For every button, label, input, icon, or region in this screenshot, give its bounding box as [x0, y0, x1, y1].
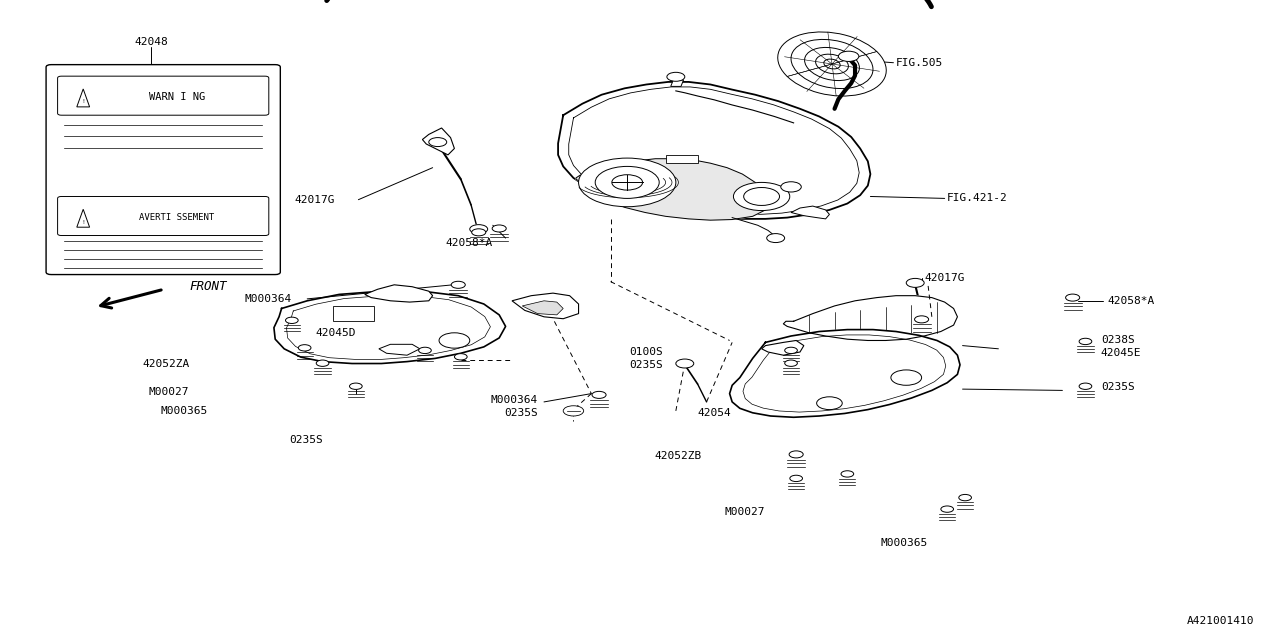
Circle shape [785, 360, 797, 366]
Text: M000364: M000364 [490, 395, 538, 405]
Text: 42048: 42048 [134, 36, 168, 47]
Circle shape [767, 234, 785, 243]
Text: M000364: M000364 [244, 294, 292, 304]
Circle shape [493, 225, 507, 232]
Text: 42052ZB: 42052ZB [654, 451, 701, 461]
Circle shape [285, 317, 298, 323]
Ellipse shape [815, 54, 849, 74]
Circle shape [744, 188, 780, 205]
Circle shape [788, 451, 804, 458]
Polygon shape [558, 82, 870, 219]
Circle shape [429, 138, 447, 147]
Text: 42017G: 42017G [294, 195, 335, 205]
Circle shape [1079, 383, 1092, 389]
Polygon shape [77, 209, 90, 227]
Text: 0235S: 0235S [504, 408, 538, 418]
Circle shape [563, 406, 584, 416]
Polygon shape [576, 159, 771, 220]
Text: M00027: M00027 [148, 387, 189, 397]
Polygon shape [379, 344, 420, 355]
Text: M000365: M000365 [160, 406, 207, 416]
Text: FIG.505: FIG.505 [896, 58, 943, 68]
FancyBboxPatch shape [58, 196, 269, 236]
Polygon shape [762, 340, 804, 355]
Text: 42052ZA: 42052ZA [142, 358, 189, 369]
Text: 42045D: 42045D [315, 328, 356, 338]
Circle shape [439, 333, 470, 348]
Text: !: ! [82, 220, 84, 225]
Circle shape [667, 72, 685, 81]
Circle shape [941, 506, 954, 512]
Text: 42054: 42054 [698, 408, 731, 418]
FancyBboxPatch shape [46, 65, 280, 275]
Circle shape [785, 348, 797, 353]
Text: M00027: M00027 [724, 507, 765, 517]
Polygon shape [365, 285, 433, 302]
Circle shape [593, 392, 607, 398]
Text: WARN I NG: WARN I NG [148, 92, 205, 102]
Ellipse shape [791, 40, 873, 88]
Circle shape [676, 359, 694, 368]
Circle shape [817, 397, 842, 410]
Circle shape [1079, 339, 1092, 344]
Polygon shape [522, 301, 563, 315]
Text: A421001410: A421001410 [1187, 616, 1254, 626]
Text: 0238S: 0238S [1101, 335, 1134, 346]
Circle shape [419, 348, 431, 353]
Circle shape [959, 495, 972, 500]
Circle shape [1065, 294, 1079, 301]
Polygon shape [333, 306, 374, 321]
Circle shape [316, 360, 329, 366]
Circle shape [454, 354, 467, 360]
Text: M000365: M000365 [881, 538, 928, 548]
Polygon shape [512, 293, 579, 319]
Text: FIG.421-2: FIG.421-2 [947, 193, 1007, 204]
Polygon shape [77, 89, 90, 107]
Ellipse shape [805, 47, 859, 81]
Text: 0235S: 0235S [1101, 382, 1134, 392]
Text: AVERTI SSEMENT: AVERTI SSEMENT [140, 213, 214, 222]
Text: 0235S: 0235S [289, 435, 323, 445]
Circle shape [472, 229, 486, 236]
Circle shape [612, 175, 643, 190]
Circle shape [906, 278, 924, 287]
Polygon shape [671, 80, 684, 86]
Circle shape [298, 345, 311, 351]
Text: 0235S: 0235S [630, 360, 663, 370]
Text: FRONT: FRONT [189, 280, 227, 292]
Circle shape [781, 182, 801, 192]
Text: 42058*A: 42058*A [445, 238, 493, 248]
Polygon shape [422, 128, 454, 155]
Circle shape [914, 316, 928, 323]
Circle shape [790, 476, 803, 481]
Ellipse shape [824, 59, 840, 69]
FancyBboxPatch shape [58, 76, 269, 115]
Circle shape [595, 166, 659, 198]
Text: !: ! [82, 99, 84, 104]
Circle shape [733, 182, 790, 211]
Text: 42045E: 42045E [1101, 348, 1142, 358]
Circle shape [579, 158, 676, 207]
Polygon shape [274, 291, 506, 364]
Circle shape [470, 225, 488, 234]
Text: 42017G: 42017G [924, 273, 965, 284]
Ellipse shape [778, 32, 886, 96]
Circle shape [838, 51, 859, 61]
Text: 42058*A: 42058*A [1107, 296, 1155, 306]
Text: 0100S: 0100S [630, 347, 663, 357]
Polygon shape [666, 155, 698, 163]
Polygon shape [791, 206, 829, 219]
Polygon shape [730, 330, 960, 417]
Circle shape [841, 471, 854, 477]
Circle shape [891, 370, 922, 385]
Circle shape [452, 281, 466, 288]
Polygon shape [783, 296, 957, 340]
Circle shape [349, 383, 362, 389]
